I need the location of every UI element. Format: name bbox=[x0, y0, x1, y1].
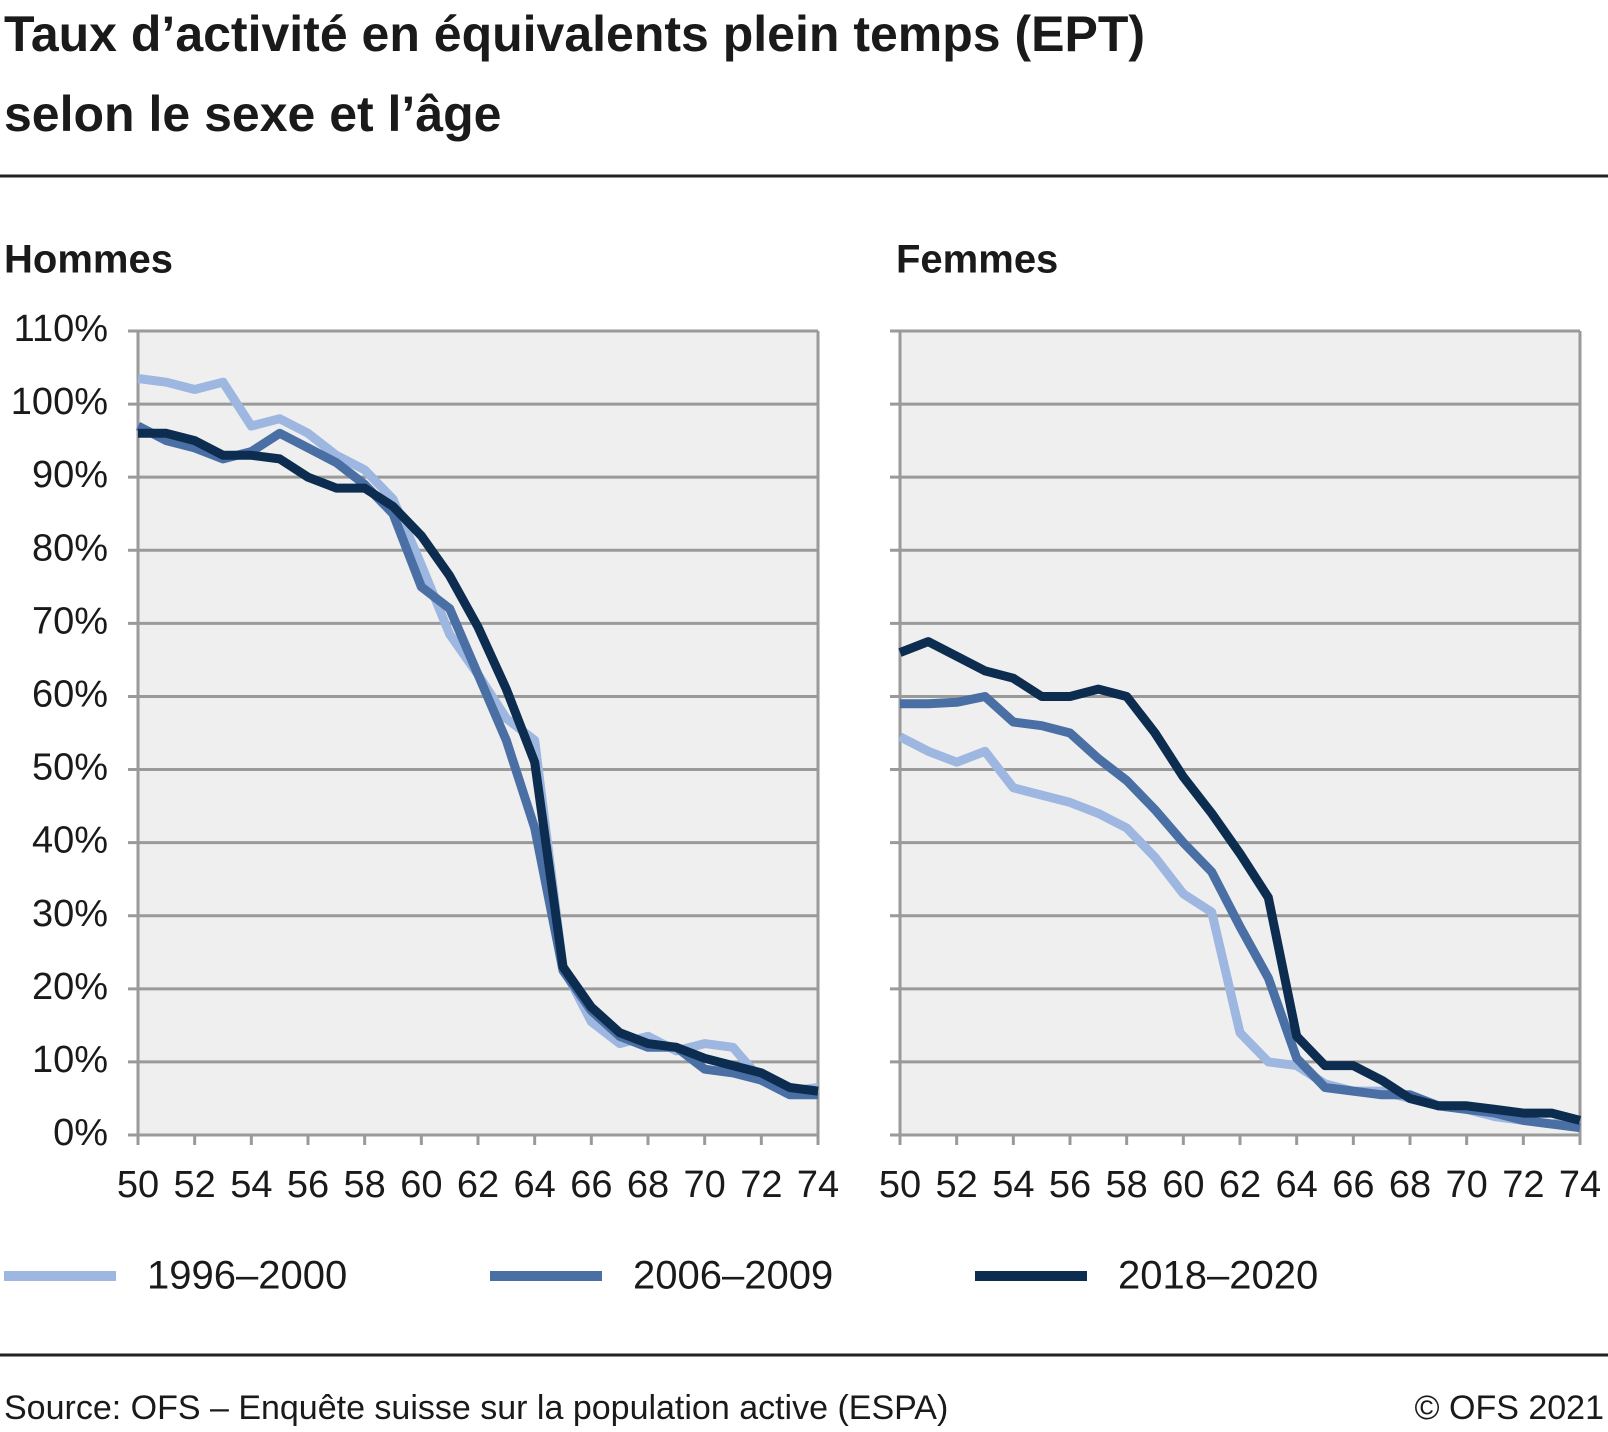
series-line bbox=[138, 428, 819, 1096]
y-tick-label: 90% bbox=[32, 454, 108, 496]
y-tick-label: 100% bbox=[11, 381, 108, 423]
y-tick-label: 60% bbox=[32, 673, 108, 715]
panel-title: Femmes bbox=[896, 238, 1058, 282]
x-tick-label: 64 bbox=[514, 1164, 556, 1206]
legend-label: 2006–2009 bbox=[633, 1254, 833, 1298]
x-tick-label: 62 bbox=[1219, 1164, 1261, 1206]
y-tick-label: 40% bbox=[32, 820, 108, 862]
title-line: selon le sexe et l’âge bbox=[4, 86, 502, 142]
x-tick-label: 60 bbox=[1162, 1164, 1204, 1206]
x-tick-label: 52 bbox=[936, 1164, 978, 1206]
x-tick-label: 72 bbox=[1502, 1164, 1544, 1206]
y-tick-label: 110% bbox=[14, 308, 108, 350]
x-tick-label: 64 bbox=[1276, 1164, 1318, 1206]
x-tick-label: 66 bbox=[1332, 1164, 1374, 1206]
copyright: © OFS 2021 bbox=[1415, 1389, 1604, 1427]
x-tick-label: 54 bbox=[230, 1164, 272, 1206]
x-tick-label: 52 bbox=[174, 1164, 216, 1206]
x-tick-label: 68 bbox=[627, 1164, 669, 1206]
x-tick-label: 72 bbox=[740, 1164, 782, 1206]
y-tick-label: 20% bbox=[32, 966, 108, 1008]
x-tick-label: 74 bbox=[1559, 1164, 1601, 1206]
title-line: Taux d’activité en équivalents plein tem… bbox=[4, 6, 1145, 62]
x-tick-label: 50 bbox=[117, 1164, 159, 1206]
x-tick-label: 74 bbox=[797, 1164, 839, 1206]
x-tick-label: 68 bbox=[1389, 1164, 1431, 1206]
x-tick-label: 62 bbox=[457, 1164, 499, 1206]
y-tick-label: 10% bbox=[32, 1039, 108, 1081]
y-tick-label: 30% bbox=[32, 893, 108, 935]
y-tick-label: 80% bbox=[32, 527, 108, 569]
series-line bbox=[898, 637, 1582, 1125]
plot-area bbox=[900, 331, 1580, 1135]
x-tick-label: 70 bbox=[684, 1164, 726, 1206]
x-tick-label: 58 bbox=[344, 1164, 386, 1206]
x-tick-label: 60 bbox=[400, 1164, 442, 1206]
panel-title: Hommes bbox=[4, 238, 173, 282]
y-tick-label: 70% bbox=[32, 600, 108, 642]
x-tick-label: 70 bbox=[1446, 1164, 1488, 1206]
x-tick-label: 56 bbox=[1049, 1164, 1091, 1206]
x-tick-label: 58 bbox=[1106, 1164, 1148, 1206]
legend-label: 2018–2020 bbox=[1118, 1254, 1318, 1298]
plot-area bbox=[138, 331, 818, 1135]
x-tick-label: 54 bbox=[992, 1164, 1034, 1206]
x-tick-label: 66 bbox=[570, 1164, 612, 1206]
x-tick-label: 56 bbox=[287, 1164, 329, 1206]
source: Source: OFS – Enquête suisse sur la popu… bbox=[4, 1389, 948, 1427]
y-tick-label: 50% bbox=[32, 747, 108, 789]
x-tick-label: 50 bbox=[879, 1164, 921, 1206]
y-tick-label: 0% bbox=[53, 1112, 108, 1154]
legend-label: 1996–2000 bbox=[147, 1254, 347, 1298]
